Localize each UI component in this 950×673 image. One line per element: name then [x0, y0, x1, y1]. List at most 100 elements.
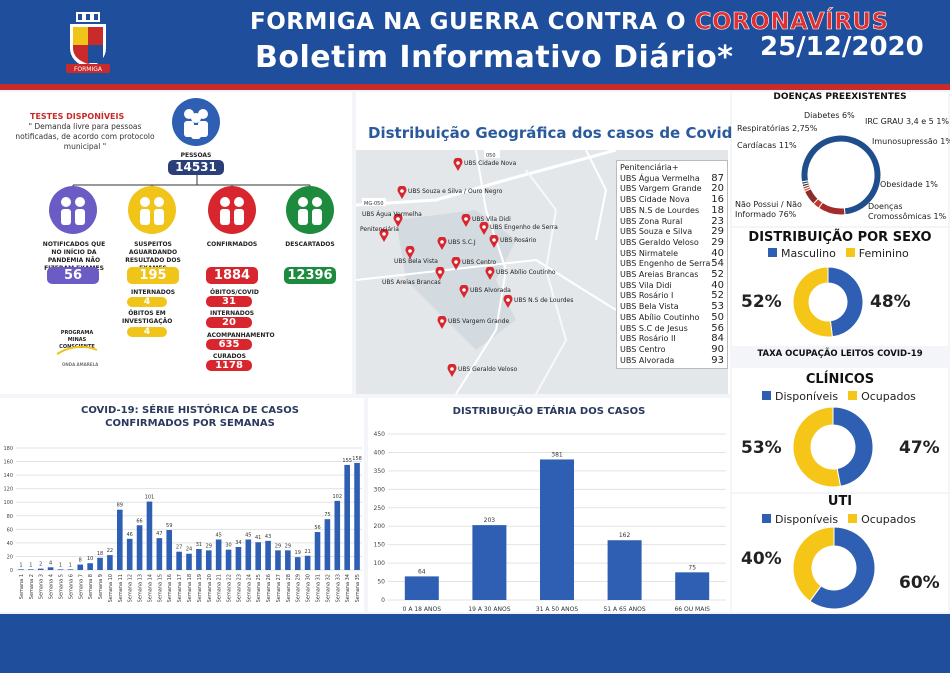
- bar: [607, 540, 642, 600]
- bar-value-label: 29: [275, 543, 281, 549]
- ubs-row: UBS N.S de Lourdes 18: [620, 205, 724, 217]
- bar: [126, 538, 133, 570]
- map-pin-label: UBS Rosário: [500, 237, 537, 244]
- map-pin-label: UBS Engenho de Serra: [490, 224, 558, 231]
- category-label: Semana 26: [266, 574, 272, 602]
- map-pin-icon[interactable]: [405, 246, 415, 259]
- ubs-value: 90: [711, 343, 724, 355]
- bar: [324, 519, 331, 570]
- bar: [67, 569, 74, 570]
- category-label: 66 OU MAIS: [674, 606, 710, 612]
- bar: [47, 567, 54, 570]
- legend-male: Masculino: [768, 247, 836, 260]
- category-label: Semana 27: [276, 574, 282, 602]
- map-pin-icon[interactable]: [489, 235, 499, 248]
- bar: [18, 569, 24, 570]
- map-pin-icon[interactable]: [437, 237, 447, 250]
- map-pin-icon[interactable]: [379, 229, 389, 242]
- legend-clin-available-text: Disponíveis: [775, 390, 839, 403]
- bar-value-label: 1: [59, 562, 62, 568]
- suspects-hospitalized-label: INTERNADOS: [131, 289, 176, 296]
- ubs-name: UBS Engenho de Serra: [620, 259, 711, 269]
- map-pin-icon[interactable]: [447, 364, 457, 377]
- map-pin-icon[interactable]: [435, 267, 445, 280]
- map-pin-icon[interactable]: [393, 214, 403, 227]
- bar: [265, 540, 271, 570]
- bar: [235, 546, 242, 570]
- map-pin-label: UBS Abílio Coutinho: [496, 269, 556, 276]
- ubs-name: UBS Souza e Silva: [620, 227, 693, 237]
- header-red-stripe: [0, 84, 950, 90]
- bar: [285, 550, 291, 570]
- notified-people-glyph: [184, 109, 208, 139]
- map-pin-icon[interactable]: [459, 285, 469, 298]
- cond-label-chromosomal-text: Doenças Cromossômicas 1%: [868, 202, 947, 221]
- ubs-name: UBS Alvorada: [620, 355, 675, 365]
- ubs-row: UBS Engenho de Serra 54: [620, 259, 724, 270]
- y-tick-label: 250: [374, 505, 386, 512]
- bar: [37, 568, 44, 570]
- ubs-name: UBS Vila Didi: [620, 280, 672, 290]
- bar-value-label: 203: [484, 517, 496, 524]
- bar-value-label: 4: [49, 560, 52, 566]
- donut-slice: [792, 266, 833, 338]
- bar-value-label: 64: [418, 568, 426, 575]
- y-tick-label: 160: [3, 460, 13, 466]
- map-pin-icon[interactable]: [397, 186, 407, 199]
- bar: [28, 569, 34, 570]
- group-confirmed-icon: [208, 186, 256, 234]
- category-label: Semana 22: [227, 574, 233, 602]
- map-pin-icon[interactable]: [479, 222, 489, 235]
- bar-value-label: 2: [39, 562, 42, 568]
- map-pin-icon[interactable]: [453, 158, 463, 171]
- category-label: Semana 34: [345, 574, 351, 602]
- ubs-value: 84: [711, 333, 724, 345]
- map-pin-icon[interactable]: [503, 295, 513, 308]
- ubs-name: UBS Rosário II: [620, 334, 676, 344]
- ubs-value: 50: [711, 311, 724, 323]
- y-tick-label: 200: [374, 523, 386, 530]
- cond-label-respiratory: Respiratórias 2,75%: [737, 124, 818, 133]
- y-tick-label: 450: [374, 431, 386, 438]
- icu-legend: Disponíveis Ocupados: [762, 513, 916, 526]
- weekly-chart-panel: [0, 398, 364, 612]
- category-label: Semana 1: [19, 574, 25, 599]
- bar-value-label: 27: [176, 545, 182, 551]
- bar: [77, 564, 84, 570]
- map-pin-icon[interactable]: [451, 257, 461, 270]
- ubs-row: UBS Souza e Silva 29: [620, 227, 724, 238]
- legend-female-text: Feminino: [858, 247, 909, 260]
- cond-label-cardiac: Cardíacas 11%: [737, 141, 797, 150]
- group-unexamined-value: 56: [47, 267, 99, 284]
- bar: [107, 555, 113, 570]
- category-label: Semana 10: [108, 574, 114, 602]
- ubs-name: UBS Zona Rural: [620, 216, 683, 226]
- ubs-name: UBS Geraldo Veloso: [620, 237, 699, 247]
- y-tick-label: 100: [374, 560, 386, 567]
- map-pin-icon[interactable]: [485, 267, 495, 280]
- bar-value-label: 45: [245, 533, 251, 539]
- ubs-value: 29: [711, 236, 724, 248]
- y-tick-label: 140: [3, 473, 13, 479]
- map-pin-icon[interactable]: [461, 214, 471, 227]
- map-pin-icon[interactable]: [437, 316, 447, 329]
- clinical-title: CLÍNICOS: [805, 372, 875, 387]
- legend-clin-occupied: Ocupados: [848, 390, 916, 403]
- header-title: FORMIGA NA GUERRA CONTRA O CORONAVÍRUS: [250, 9, 889, 36]
- icu-donut: [792, 526, 876, 610]
- category-label: Semana 20: [207, 574, 213, 602]
- category-label: Semana 17: [177, 574, 183, 602]
- ubs-row: UBS Geraldo Veloso 29: [620, 236, 724, 249]
- category-label: Semana 15: [157, 574, 163, 602]
- bar: [540, 459, 574, 600]
- map-pin-label: UBS Bela Vista: [394, 258, 438, 265]
- notified-value: 14531: [168, 160, 224, 175]
- ubs-row: UBS S.C de Jesus 56: [620, 323, 724, 335]
- ubs-row: UBS Alvorada 93: [620, 355, 724, 367]
- ubs-name: UBS Centro: [620, 344, 666, 354]
- ubs-value: 54: [711, 258, 724, 270]
- cond-label-chromosomal: Doenças Cromossômicas 1%: [868, 202, 948, 222]
- bar-value-label: 75: [324, 512, 330, 518]
- legend-icu-available-text: Disponíveis: [775, 513, 839, 526]
- cond-label-diabetes: Diabetes 6%: [804, 111, 855, 120]
